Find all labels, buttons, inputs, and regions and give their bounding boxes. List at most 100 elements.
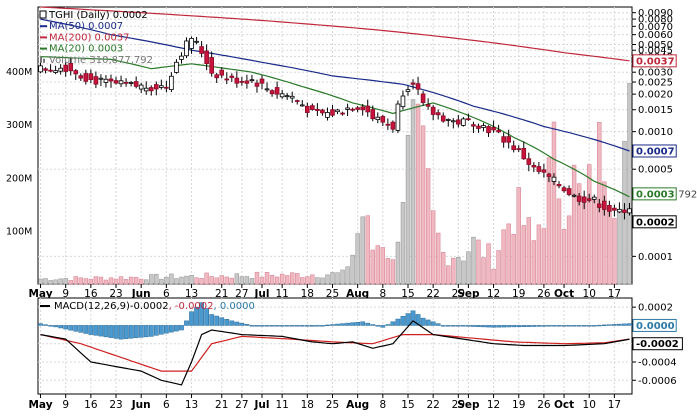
volume-bar — [164, 276, 169, 285]
date-tick-label: 16 — [84, 399, 98, 411]
candle-body — [430, 106, 436, 115]
date-tick-label: Sep — [457, 399, 480, 411]
macd-histogram-bar — [38, 323, 43, 326]
macd-histogram-bar — [108, 325, 114, 338]
macd-histogram-bar — [234, 321, 240, 326]
candle-body — [365, 105, 371, 113]
candle-body — [43, 68, 48, 71]
macd-histogram-bar — [194, 306, 199, 326]
price-tick-label: 0.0030 — [638, 68, 673, 79]
price-value-tag-box — [632, 54, 677, 68]
volume-bar — [365, 215, 370, 285]
candle-body — [385, 123, 391, 126]
date-tick-label: 29 — [452, 288, 465, 300]
candle-body — [179, 55, 184, 60]
macd-histogram-bar — [289, 325, 295, 327]
macd-lines — [40, 320, 630, 386]
candle-body — [395, 103, 401, 131]
volume-bar — [395, 241, 401, 285]
volume-bar — [189, 275, 194, 285]
volume-bar — [491, 268, 496, 285]
candle-body — [53, 70, 58, 73]
date-tick-label: 8 — [379, 288, 386, 300]
macd-histogram-bar — [365, 322, 371, 326]
macd-histogram-bar — [58, 325, 64, 329]
volume-bar — [83, 278, 89, 285]
macd-value-tag: -0.0002 — [636, 339, 679, 350]
date-tick-label: 27 — [235, 288, 248, 300]
macd-histogram-bar — [179, 325, 184, 331]
macd-histogram-bar — [244, 324, 250, 326]
macd-histogram-bar — [435, 323, 441, 326]
candle-body — [68, 63, 74, 72]
macd-histogram-bar — [229, 320, 235, 326]
candle-body — [123, 81, 129, 84]
volume-bar — [264, 271, 270, 285]
volume-bar — [269, 274, 275, 285]
date-tick-label: 12 — [487, 399, 500, 411]
macd-histogram-bar — [375, 325, 381, 327]
macd-histogram-bar — [345, 322, 350, 326]
volume-bar — [118, 276, 124, 285]
volume-bar — [259, 276, 265, 285]
volume-bar — [576, 183, 582, 285]
macd-histogram-bar — [274, 325, 280, 327]
macd-legend-part: , -0.0002 — [169, 301, 214, 312]
macd-histogram-bar — [269, 325, 275, 327]
candle-body — [456, 119, 461, 125]
price-value-tag: 0.0003 — [636, 189, 675, 200]
candle-body — [78, 75, 84, 79]
date-tick-label: 21 — [215, 399, 228, 411]
macd-histogram-bar — [83, 325, 89, 334]
volume-bar — [390, 259, 396, 285]
candle-body — [400, 95, 406, 108]
macd-histogram-bar — [526, 325, 532, 327]
candle-body — [521, 148, 527, 160]
volume-bar — [154, 273, 159, 285]
volume-bar — [325, 274, 330, 285]
macd-histogram-bar — [370, 324, 376, 326]
candle-body — [279, 93, 285, 98]
price-tick-label: 0.0001 — [638, 252, 673, 263]
volume-bar — [410, 99, 416, 285]
candle-body — [194, 40, 199, 43]
candle-body — [204, 50, 209, 64]
date-tick-label: Jun — [131, 288, 151, 300]
volume-bar — [335, 272, 340, 285]
candle-body — [511, 145, 517, 151]
date-tick-label: Jun — [131, 399, 151, 411]
volume-bar — [284, 275, 290, 285]
candle-body — [466, 118, 471, 121]
candle-body — [410, 82, 416, 85]
candle-body — [596, 203, 602, 208]
candle-body — [481, 125, 486, 128]
volume-bar — [531, 240, 537, 285]
candle-body — [184, 40, 189, 57]
macd-histogram-bar — [466, 325, 471, 327]
volume-bar — [194, 277, 199, 285]
volume-bar — [511, 234, 516, 285]
candle-body — [581, 196, 587, 203]
price-tick-label: 0.0090 — [638, 8, 673, 19]
candle-body — [93, 76, 99, 85]
volume-bar — [420, 125, 426, 285]
candle-body — [531, 165, 537, 168]
candle-body — [73, 70, 79, 75]
candle-body — [380, 116, 386, 123]
macd-histogram-bar — [174, 325, 179, 332]
price-tick-label: 0.0010 — [638, 127, 673, 138]
macd-histogram-bar — [420, 317, 426, 326]
macd-histogram-bar — [335, 323, 340, 326]
date-axis-top: May 9 16 23 Jun 6 13 21 27 Jul 11 18 25 Aug 8 15 22 29Sep… — [28, 284, 621, 300]
volume-bar — [592, 197, 597, 285]
macd-histogram-bar — [425, 319, 431, 326]
candle-body — [289, 95, 295, 99]
price-tick-label: 0.0045 — [638, 46, 673, 57]
price-tick-label: 0.0025 — [638, 78, 673, 89]
candle-body — [440, 115, 446, 122]
volume-bar — [556, 198, 562, 285]
macd-histogram-bar — [169, 325, 174, 333]
legend-candle-icon — [39, 10, 47, 19]
volume-bar — [43, 278, 48, 285]
volume-bar — [128, 276, 134, 285]
